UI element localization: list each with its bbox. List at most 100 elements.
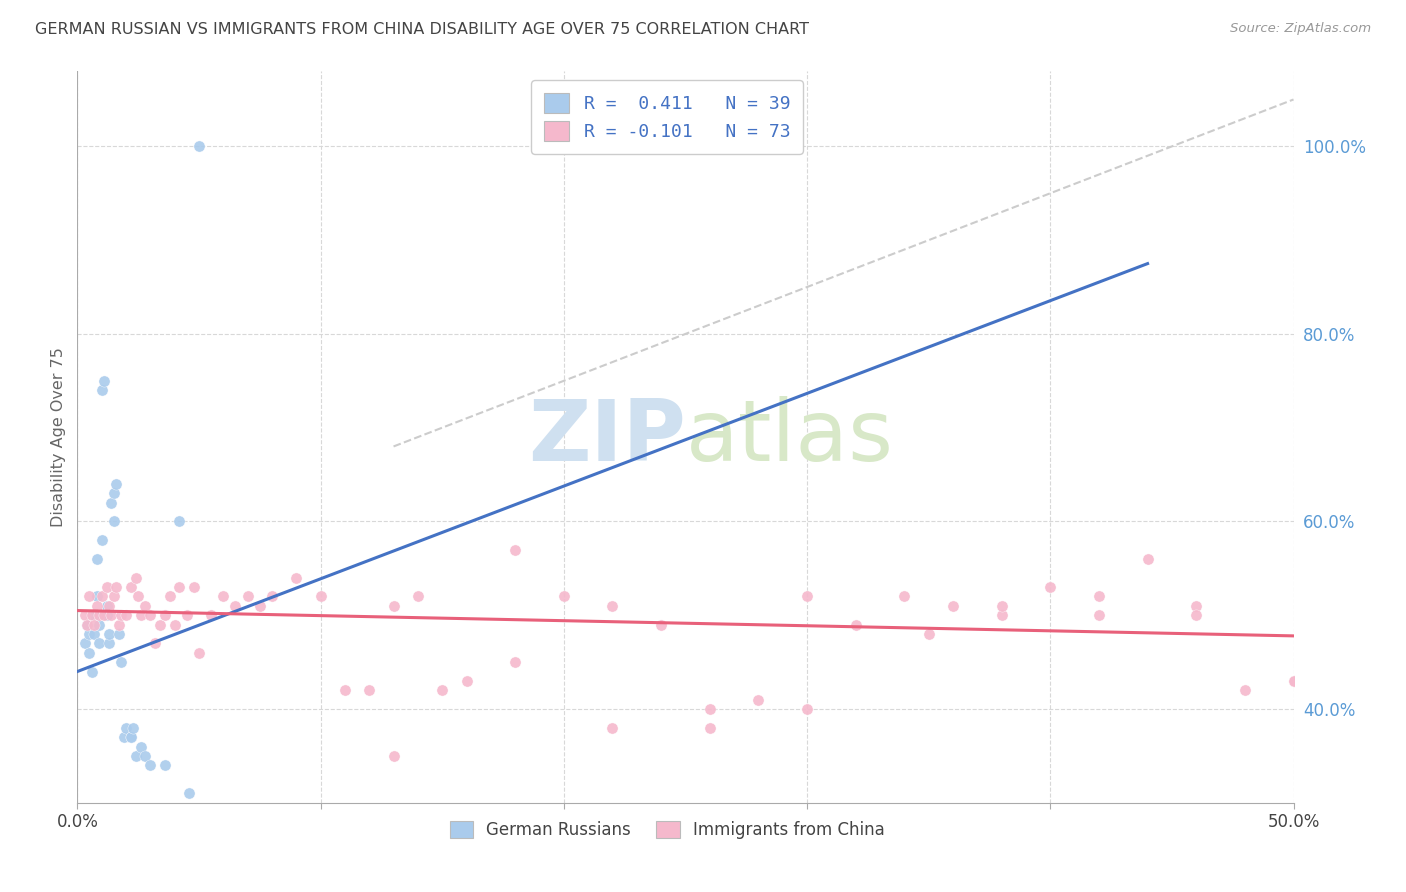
- Point: [1282, 673, 1305, 688]
- Point: [90, 383, 112, 397]
- Point: [153, 608, 176, 623]
- Point: [110, 608, 132, 623]
- Point: [796, 702, 818, 716]
- Point: [918, 627, 941, 641]
- Point: [80, 608, 103, 623]
- Point: [139, 758, 162, 772]
- Point: [96, 580, 118, 594]
- Point: [503, 655, 526, 669]
- Legend: German Russians, Immigrants from China: German Russians, Immigrants from China: [443, 814, 891, 846]
- Point: [115, 608, 138, 623]
- Point: [699, 702, 721, 716]
- Point: [103, 590, 125, 604]
- Point: [1185, 599, 1208, 613]
- Point: [359, 683, 381, 698]
- Point: [183, 580, 205, 594]
- Point: [76, 617, 98, 632]
- Point: [602, 599, 624, 613]
- Point: [93, 608, 115, 623]
- Point: [309, 590, 332, 604]
- Point: [382, 748, 405, 763]
- Point: [747, 692, 769, 706]
- Point: [96, 608, 118, 623]
- Point: [212, 590, 235, 604]
- Point: [97, 627, 120, 641]
- Point: [90, 590, 112, 604]
- Point: [105, 580, 128, 594]
- Point: [163, 617, 186, 632]
- Point: [139, 608, 162, 623]
- Point: [107, 617, 129, 632]
- Point: [503, 542, 526, 557]
- Point: [103, 486, 125, 500]
- Point: [224, 599, 246, 613]
- Point: [382, 599, 405, 613]
- Point: [86, 552, 108, 566]
- Point: [143, 636, 166, 650]
- Point: [188, 646, 211, 660]
- Point: [89, 636, 111, 650]
- Point: [89, 608, 111, 623]
- Point: [73, 636, 96, 650]
- Point: [89, 617, 111, 632]
- Point: [76, 617, 98, 632]
- Point: [97, 599, 120, 613]
- Point: [80, 665, 103, 679]
- Text: Source: ZipAtlas.com: Source: ZipAtlas.com: [1230, 22, 1371, 36]
- Point: [120, 580, 142, 594]
- Point: [96, 599, 118, 613]
- Point: [159, 590, 181, 604]
- Point: [122, 721, 145, 735]
- Point: [990, 608, 1012, 623]
- Text: GERMAN RUSSIAN VS IMMIGRANTS FROM CHINA DISABILITY AGE OVER 75 CORRELATION CHART: GERMAN RUSSIAN VS IMMIGRANTS FROM CHINA …: [35, 22, 808, 37]
- Point: [79, 646, 101, 660]
- Point: [430, 683, 453, 698]
- Point: [1039, 580, 1062, 594]
- Point: [129, 608, 152, 623]
- Point: [90, 533, 112, 548]
- Point: [79, 590, 101, 604]
- Point: [107, 627, 129, 641]
- Point: [83, 617, 105, 632]
- Text: atlas: atlas: [686, 395, 893, 479]
- Point: [73, 608, 96, 623]
- Point: [125, 571, 148, 585]
- Point: [553, 590, 575, 604]
- Point: [1185, 608, 1208, 623]
- Point: [990, 599, 1012, 613]
- Point: [650, 617, 672, 632]
- Point: [79, 627, 101, 641]
- Point: [120, 730, 142, 744]
- Point: [125, 748, 148, 763]
- Point: [115, 721, 138, 735]
- Point: [134, 748, 156, 763]
- Point: [285, 571, 308, 585]
- Point: [97, 636, 120, 650]
- Point: [1088, 590, 1111, 604]
- Point: [83, 627, 105, 641]
- Point: [200, 608, 222, 623]
- Point: [134, 599, 156, 613]
- Point: [149, 617, 172, 632]
- Point: [120, 730, 142, 744]
- Point: [105, 477, 128, 491]
- Point: [86, 590, 108, 604]
- Point: [86, 599, 108, 613]
- Point: [127, 590, 149, 604]
- Point: [188, 139, 211, 153]
- Point: [699, 721, 721, 735]
- Point: [176, 608, 198, 623]
- Point: [796, 590, 818, 604]
- Point: [83, 608, 105, 623]
- Point: [1282, 673, 1305, 688]
- Point: [169, 515, 191, 529]
- Point: [1233, 683, 1256, 698]
- Point: [1136, 552, 1159, 566]
- Point: [1088, 608, 1111, 623]
- Y-axis label: Disability Age Over 75: Disability Age Over 75: [51, 347, 66, 527]
- Point: [100, 496, 122, 510]
- Point: [153, 758, 176, 772]
- Point: [260, 590, 283, 604]
- Point: [169, 580, 191, 594]
- Point: [406, 590, 429, 604]
